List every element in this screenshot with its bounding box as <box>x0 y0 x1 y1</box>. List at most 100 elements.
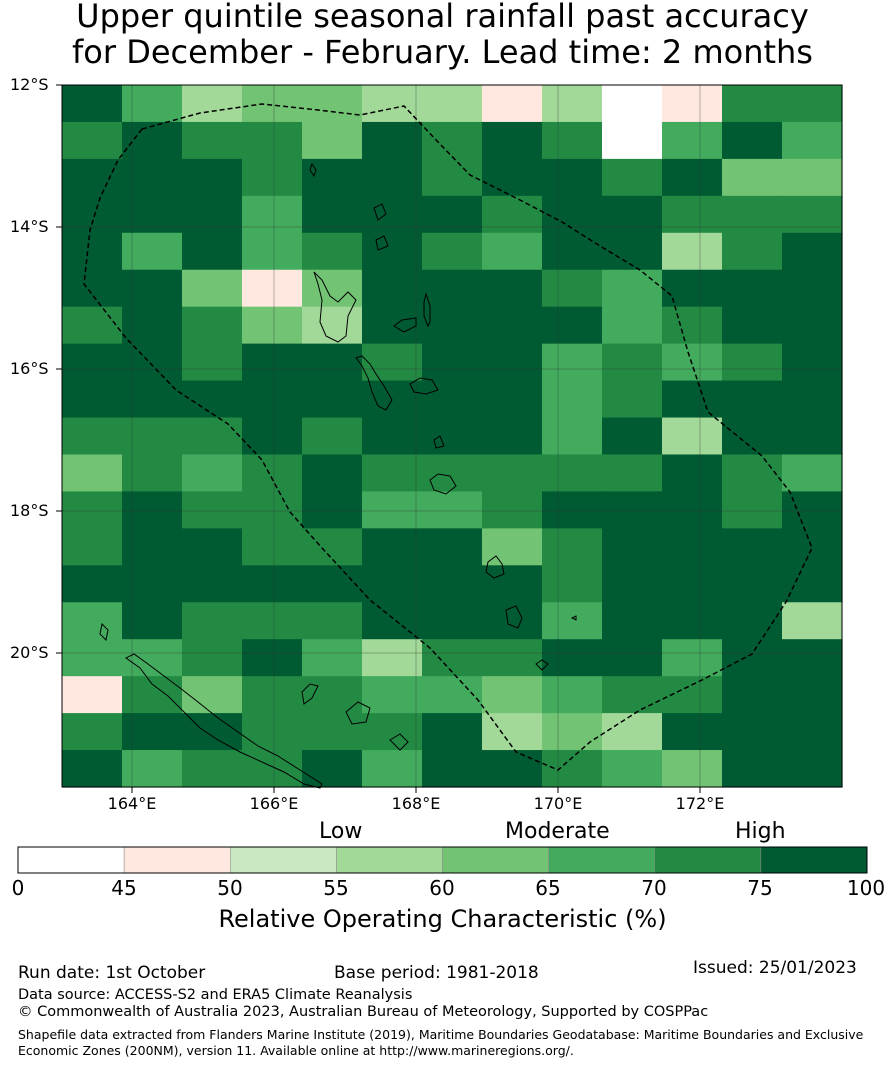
lat-label-20s: 20°S <box>10 643 49 662</box>
lat-label-12s: 12°S <box>10 75 49 94</box>
colorbar <box>17 846 868 874</box>
map-cell <box>722 565 783 603</box>
map-cell <box>182 454 243 493</box>
map-cell <box>362 380 423 419</box>
map-cell <box>602 195 663 234</box>
map-cell <box>182 195 243 234</box>
map-cell <box>662 491 723 529</box>
map-cell <box>122 158 183 197</box>
map-cell <box>542 528 603 566</box>
map-cell <box>302 713 363 751</box>
map-cell <box>662 232 723 271</box>
map-cell <box>782 417 843 456</box>
rainfall-accuracy-map <box>56 84 843 793</box>
map-cell <box>602 676 663 714</box>
issued-date: Issued: 25/01/2023 <box>693 958 857 978</box>
map-cell <box>242 454 303 493</box>
map-cell <box>242 750 303 788</box>
lat-label-14s: 14°S <box>10 217 49 236</box>
map-cell <box>422 269 483 308</box>
map-cell <box>722 306 783 345</box>
map-cell <box>422 750 483 788</box>
map-cell <box>722 602 783 640</box>
loyalty-island-lifou <box>345 701 371 725</box>
map-cell <box>62 417 123 456</box>
map-cell <box>182 121 243 160</box>
copyright-notice: © Commonwealth of Australia 2023, Austra… <box>18 1004 709 1020</box>
map-cell <box>62 343 123 382</box>
map-cell <box>362 158 423 197</box>
map-cell <box>782 306 843 345</box>
map-cell <box>62 158 123 197</box>
map-cell <box>122 306 183 345</box>
belep-islands <box>99 622 109 642</box>
map-cell <box>62 306 123 345</box>
map-cell <box>242 306 303 345</box>
map-cell <box>422 195 483 234</box>
map-cell <box>422 602 483 640</box>
map-cell <box>782 454 843 493</box>
map-cell <box>602 454 663 493</box>
map-cell <box>602 85 663 123</box>
map-cell <box>542 380 603 419</box>
lon-label-170e: 170°E <box>533 794 583 813</box>
map-cell <box>362 195 423 234</box>
map-cell <box>542 158 603 197</box>
map-cell <box>62 565 123 603</box>
map-cell <box>362 639 423 677</box>
map-cell <box>362 713 423 751</box>
map-cell <box>182 713 243 751</box>
espiritu-santo-island <box>313 271 357 343</box>
map-cell <box>302 269 363 308</box>
colorbar-segment <box>760 846 868 874</box>
map-cell <box>542 269 603 308</box>
map-cell <box>362 417 423 456</box>
map-cell <box>422 343 483 382</box>
map-cell <box>602 269 663 308</box>
map-cell <box>722 528 783 566</box>
map-cell <box>302 343 363 382</box>
map-cell <box>422 639 483 677</box>
map-cell <box>362 676 423 714</box>
map-cell <box>722 750 783 788</box>
map-cell <box>542 121 603 160</box>
map-cell <box>782 269 843 308</box>
map-cell <box>482 121 543 160</box>
map-cell <box>62 676 123 714</box>
map-cell <box>602 602 663 640</box>
map-cell <box>242 343 303 382</box>
loyalty-island-mare <box>389 733 409 751</box>
map-cell <box>242 232 303 271</box>
map-cell <box>482 639 543 677</box>
map-cell <box>302 121 363 160</box>
colorbar-tick-100: 100 <box>846 876 885 900</box>
map-cell <box>542 306 603 345</box>
map-cell <box>662 343 723 382</box>
map-cell <box>182 491 243 529</box>
map-cell <box>662 269 723 308</box>
map-cell <box>782 602 843 640</box>
map-cell <box>302 602 363 640</box>
map-cell <box>122 528 183 566</box>
map-gridlines <box>62 85 842 787</box>
map-cell <box>722 713 783 751</box>
map-cell <box>602 417 663 456</box>
map-cell <box>782 380 843 419</box>
eez-boundary <box>83 103 813 771</box>
map-cell <box>182 528 243 566</box>
map-cell <box>662 158 723 197</box>
map-cell <box>122 232 183 271</box>
map-cell <box>182 565 243 603</box>
map-cell <box>662 306 723 345</box>
shapefile-attribution: Shapefile data extracted from Flanders M… <box>18 1027 864 1058</box>
map-cell <box>722 269 783 308</box>
map-cell <box>662 417 723 456</box>
colorbar-segment <box>442 846 549 874</box>
map-cell <box>122 602 183 640</box>
map-cell <box>602 158 663 197</box>
map-cell <box>542 713 603 751</box>
map-cell <box>122 565 183 603</box>
map-cell <box>422 454 483 493</box>
map-cell <box>482 750 543 788</box>
map-cell <box>482 306 543 345</box>
